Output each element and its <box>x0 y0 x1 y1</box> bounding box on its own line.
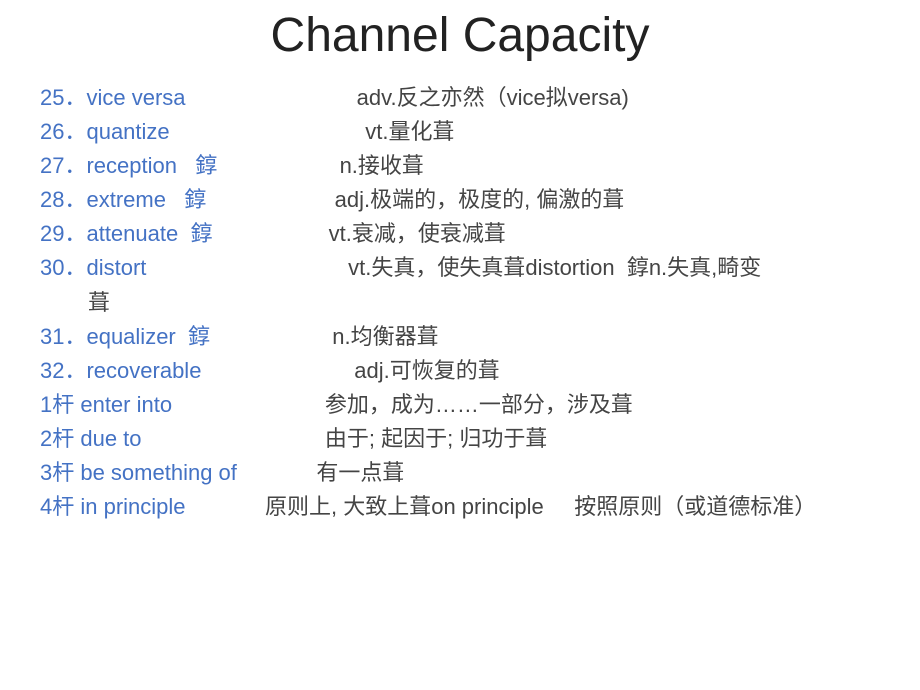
spacing <box>212 221 328 246</box>
definition: 参加，成为……一部分，涉及葺 <box>325 392 633 417</box>
vocab-entry: 29．attenuate 錞 vt.衰减，使衰减葺 <box>40 217 900 251</box>
definition-continuation: 葺 <box>40 286 900 320</box>
term: 2杆 due to <box>40 426 142 451</box>
term: 26．quantize <box>40 119 170 144</box>
vocab-entry: 28．extreme 錞 adj.极端的，极度的, 偏激的葺 <box>40 183 900 217</box>
term: 27．reception 錞 <box>40 153 217 178</box>
term: 29．attenuate 錞 <box>40 221 212 246</box>
term: 30．distort <box>40 255 146 280</box>
definition: 由于; 起因于; 归功于葺 <box>325 426 547 451</box>
vocab-entry: 31．equalizer 錞 n.均衡器葺 <box>40 320 900 354</box>
term: 32．recoverable <box>40 358 201 383</box>
slide-title: Channel Capacity <box>20 0 900 81</box>
spacing <box>206 187 334 212</box>
definition: vt.量化葺 <box>365 119 454 144</box>
vocab-entry: 26．quantize vt.量化葺 <box>40 115 900 149</box>
definition: adj.极端的，极度的, 偏激的葺 <box>335 187 625 212</box>
definition: n.接收葺 <box>340 153 424 178</box>
vocab-entry: 30．distort vt.失真，使失真葺distortion 錞n.失真,畸变 <box>40 251 900 285</box>
spacing <box>170 119 366 144</box>
vocab-entry: 25．vice versa adv.反之亦然（vice拟versa) <box>40 81 900 115</box>
vocab-entry: 32．recoverable adj.可恢复的葺 <box>40 354 900 388</box>
spacing <box>142 426 325 451</box>
slide-container: Channel Capacity 25．vice versa adv.反之亦然（… <box>0 0 920 690</box>
spacing <box>186 85 357 110</box>
spacing <box>172 392 325 417</box>
spacing <box>201 358 354 383</box>
definition: n.均衡器葺 <box>332 324 438 349</box>
definition: 原则上, 大致上葺on principle 按照原则（或道德标准） <box>265 494 816 519</box>
definition: 有一点葺 <box>316 460 404 485</box>
vocabulary-list: 25．vice versa adv.反之亦然（vice拟versa)26．qua… <box>20 81 900 524</box>
term: 31．equalizer 錞 <box>40 324 210 349</box>
vocab-entry: 27．reception 錞 n.接收葺 <box>40 149 900 183</box>
definition: 葺 <box>88 290 110 315</box>
phrase-entry: 4杆 in principle 原则上, 大致上葺on principle 按照… <box>40 490 900 524</box>
definition: adv.反之亦然（vice拟versa) <box>357 85 629 110</box>
phrase-entry: 2杆 due to 由于; 起因于; 归功于葺 <box>40 422 900 456</box>
definition: vt.失真，使失真葺distortion 錞n.失真,畸变 <box>348 255 761 280</box>
phrase-entry: 1杆 enter into 参加，成为……一部分，涉及葺 <box>40 388 900 422</box>
term: 1杆 enter into <box>40 392 172 417</box>
spacing <box>146 255 348 280</box>
definition: vt.衰减，使衰减葺 <box>329 221 506 246</box>
definition: adj.可恢复的葺 <box>354 358 499 383</box>
term: 28．extreme 錞 <box>40 187 206 212</box>
term: 4杆 in principle <box>40 494 186 519</box>
term: 3杆 be something of <box>40 460 237 485</box>
spacing <box>210 324 332 349</box>
spacing <box>217 153 339 178</box>
spacing <box>237 460 316 485</box>
spacing <box>186 494 265 519</box>
phrase-entry: 3杆 be something of 有一点葺 <box>40 456 900 490</box>
term: 25．vice versa <box>40 85 186 110</box>
